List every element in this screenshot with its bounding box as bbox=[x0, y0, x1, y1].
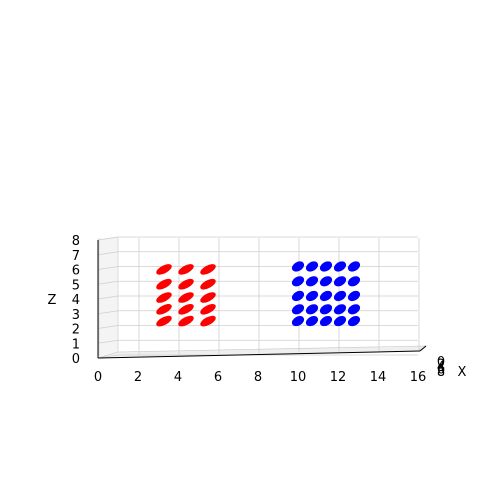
data-point bbox=[291, 261, 305, 272]
z-grid-line-side bbox=[97, 266, 119, 270]
data-point bbox=[156, 264, 172, 275]
x-tick-label: 4 bbox=[174, 370, 182, 385]
data-point bbox=[333, 290, 347, 302]
z-grid-line-side bbox=[97, 295, 119, 300]
z-tick-label: 4 bbox=[72, 293, 80, 308]
y-tick-label: 4 bbox=[437, 360, 445, 375]
y-tick-label: 8 bbox=[437, 365, 445, 380]
data-point bbox=[305, 304, 319, 315]
z-tick-label: 6 bbox=[72, 264, 80, 279]
z-grid-line-side bbox=[97, 280, 119, 285]
z-tick-label: 1 bbox=[72, 337, 80, 352]
z-grid-line-side bbox=[97, 339, 119, 344]
x-tick-label: 14 bbox=[370, 370, 387, 385]
x-tick-label: 16 bbox=[410, 370, 427, 385]
x-tick-label: 0 bbox=[94, 370, 102, 385]
data-point bbox=[333, 304, 347, 315]
x-tick-label: 6 bbox=[214, 370, 222, 385]
data-point bbox=[305, 261, 319, 272]
data-point bbox=[347, 304, 361, 315]
data-point bbox=[200, 292, 216, 303]
y-tick-label: 2 bbox=[437, 358, 445, 373]
z-tick-label: 7 bbox=[72, 249, 80, 264]
data-point bbox=[319, 316, 333, 327]
data-point bbox=[178, 292, 194, 303]
data-point bbox=[291, 304, 305, 315]
data-point bbox=[305, 276, 319, 287]
data-point bbox=[200, 278, 216, 290]
x-axis-label: X bbox=[458, 365, 467, 380]
data-point bbox=[178, 264, 194, 275]
data-point bbox=[333, 316, 347, 327]
data-point bbox=[305, 290, 319, 302]
x-tick-label: 2 bbox=[134, 370, 142, 385]
data-point bbox=[200, 303, 216, 315]
data-point bbox=[347, 290, 361, 302]
data-point bbox=[156, 303, 172, 315]
z-grid-line-side bbox=[97, 251, 119, 256]
z-axis-label: Z bbox=[48, 293, 57, 308]
data-point bbox=[178, 278, 194, 290]
z-tick-label: 2 bbox=[72, 323, 80, 338]
data-point bbox=[319, 290, 333, 302]
data-point bbox=[156, 292, 172, 303]
data-point bbox=[156, 315, 172, 327]
y-tick-label: 0 bbox=[437, 355, 445, 370]
z-tick-label: 8 bbox=[72, 234, 80, 249]
x-tick-label: 10 bbox=[290, 370, 307, 385]
data-point bbox=[319, 276, 333, 287]
data-point bbox=[319, 304, 333, 315]
y-tick-label: 6 bbox=[437, 363, 445, 378]
data-point bbox=[291, 276, 305, 287]
data-point bbox=[347, 316, 361, 327]
x-axis-line bbox=[97, 350, 421, 359]
data-point bbox=[347, 261, 361, 272]
z-tick-label: 0 bbox=[72, 352, 80, 367]
data-point bbox=[156, 278, 172, 290]
data-point bbox=[333, 261, 347, 272]
y-axis-line bbox=[419, 345, 427, 352]
z-grid-line-side bbox=[97, 236, 119, 241]
data-point bbox=[200, 315, 216, 327]
z-tick-label: 3 bbox=[72, 308, 80, 323]
data-point bbox=[305, 316, 319, 327]
data-point bbox=[319, 261, 333, 272]
x-tick-label: 8 bbox=[254, 370, 262, 385]
z-grid-line-side bbox=[97, 325, 119, 329]
data-point bbox=[291, 316, 305, 327]
data-point bbox=[178, 315, 194, 327]
data-point bbox=[200, 264, 216, 275]
data-point bbox=[178, 303, 194, 315]
data-point bbox=[291, 290, 305, 302]
z-tick-label: 5 bbox=[72, 278, 80, 293]
data-point bbox=[347, 276, 361, 287]
data-point bbox=[333, 276, 347, 287]
z-grid-line-side bbox=[97, 310, 119, 315]
x-tick-label: 12 bbox=[330, 370, 347, 385]
